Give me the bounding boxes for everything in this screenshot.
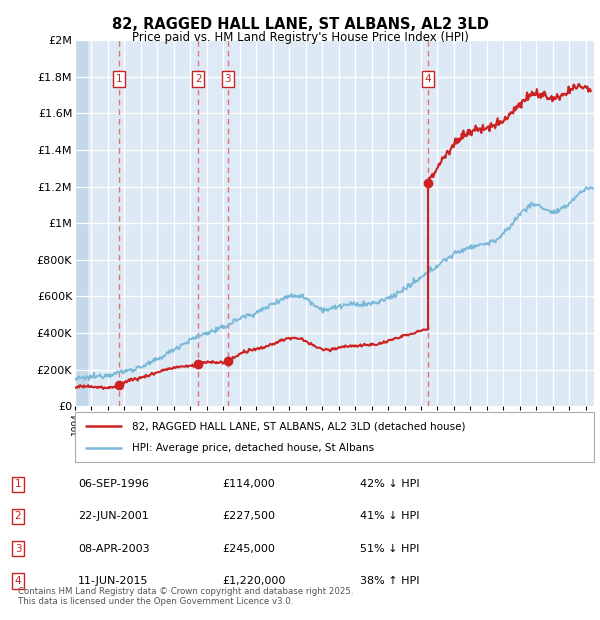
Text: £227,500: £227,500 [222,512,275,521]
Text: 82, RAGGED HALL LANE, ST ALBANS, AL2 3LD: 82, RAGGED HALL LANE, ST ALBANS, AL2 3LD [112,17,488,32]
Text: 82, RAGGED HALL LANE, ST ALBANS, AL2 3LD (detached house): 82, RAGGED HALL LANE, ST ALBANS, AL2 3LD… [132,421,466,431]
Text: 4: 4 [425,74,431,84]
Text: 1: 1 [14,479,22,489]
Text: 06-SEP-1996: 06-SEP-1996 [78,479,149,489]
Text: 2: 2 [14,512,22,521]
Text: 08-APR-2003: 08-APR-2003 [78,544,149,554]
Text: 4: 4 [14,576,22,586]
Text: 2: 2 [195,74,202,84]
Text: 3: 3 [224,74,231,84]
Text: HPI: Average price, detached house, St Albans: HPI: Average price, detached house, St A… [132,443,374,453]
Text: 42% ↓ HPI: 42% ↓ HPI [360,479,419,489]
Text: 41% ↓ HPI: 41% ↓ HPI [360,512,419,521]
Text: 3: 3 [14,544,22,554]
Text: 51% ↓ HPI: 51% ↓ HPI [360,544,419,554]
Bar [75,40,88,406]
FancyBboxPatch shape [75,412,594,462]
Text: 22-JUN-2001: 22-JUN-2001 [78,512,149,521]
Text: £1,220,000: £1,220,000 [222,576,286,586]
Text: 11-JUN-2015: 11-JUN-2015 [78,576,149,586]
Text: Contains HM Land Registry data © Crown copyright and database right 2025.
This d: Contains HM Land Registry data © Crown c… [18,587,353,606]
Text: 38% ↑ HPI: 38% ↑ HPI [360,576,419,586]
Text: £114,000: £114,000 [222,479,275,489]
Text: £245,000: £245,000 [222,544,275,554]
Text: 1: 1 [116,74,122,84]
Text: Price paid vs. HM Land Registry's House Price Index (HPI): Price paid vs. HM Land Registry's House … [131,31,469,44]
